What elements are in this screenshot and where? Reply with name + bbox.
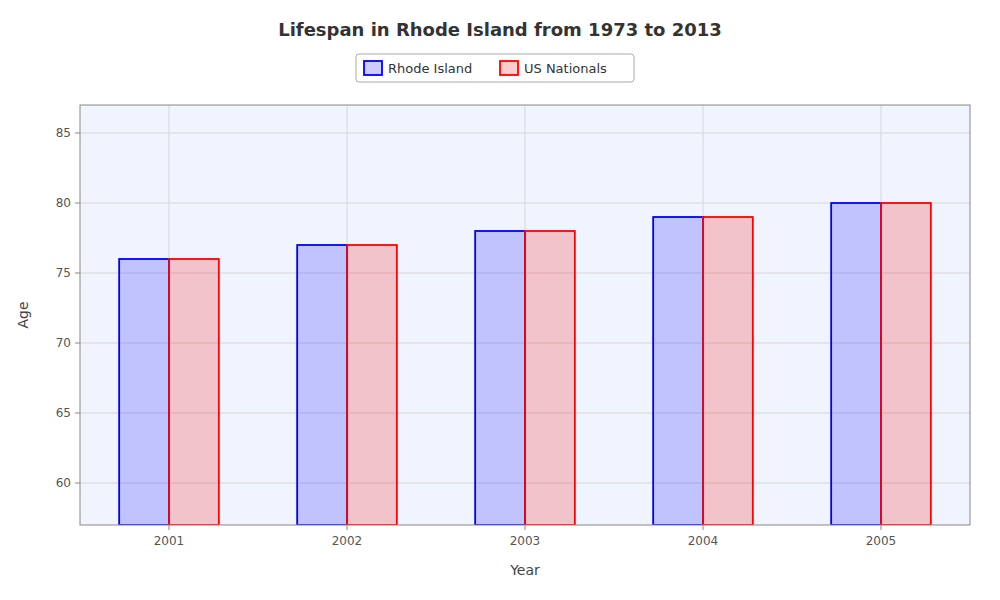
bar (169, 259, 219, 525)
bar (831, 203, 881, 525)
bar (881, 203, 931, 525)
x-tick (525, 525, 526, 530)
plot-background (80, 105, 970, 525)
y-tick (75, 203, 80, 204)
x-axis-label: Year (509, 562, 540, 578)
title: Lifespan in Rhode Island from 1973 to 20… (278, 19, 722, 40)
y-tick-label: 60 (56, 476, 71, 490)
bars (119, 203, 931, 525)
x-tick-label: 2004 (688, 534, 719, 548)
legend-box (356, 54, 634, 82)
y-axis-label: Age (15, 301, 31, 328)
chart-container: 60 65 70 75 80 85 2001 2002 2003 2004 2005 Year Age L… (0, 0, 1000, 600)
y-axis: 60 65 70 75 80 85 (56, 126, 80, 490)
x-tick-label: 2001 (154, 534, 185, 548)
bar (119, 259, 169, 525)
x-tick (881, 525, 882, 530)
grid (80, 105, 970, 525)
bar (703, 217, 753, 525)
x-tick-label: 2005 (866, 534, 897, 548)
x-tick-label: 2002 (332, 534, 363, 548)
y-tick (75, 133, 80, 134)
legend: Rhode Island US Nationals (356, 54, 634, 82)
plot-frame (80, 105, 970, 525)
x-axis: 2001 2002 2003 2004 2005 (154, 525, 897, 548)
x-tick (703, 525, 704, 530)
bar (297, 245, 347, 525)
bar (347, 245, 397, 525)
x-tick (169, 525, 170, 530)
legend-swatch (500, 61, 518, 75)
bar (525, 231, 575, 525)
legend-label: US Nationals (524, 61, 607, 76)
legend-label: Rhode Island (388, 61, 472, 76)
chart: 60 65 70 75 80 85 2001 2002 2003 2004 2005 Year Age L… (0, 0, 1000, 600)
x-tick-label: 2003 (510, 534, 541, 548)
x-tick (347, 525, 348, 530)
y-tick-label: 75 (56, 266, 71, 280)
y-tick (75, 483, 80, 484)
bar (653, 217, 703, 525)
y-tick (75, 343, 80, 344)
legend-swatch (364, 61, 382, 75)
y-tick-label: 80 (56, 196, 71, 210)
y-tick-label: 70 (56, 336, 71, 350)
y-tick-label: 85 (56, 126, 71, 140)
y-tick (75, 273, 80, 274)
y-tick-label: 65 (56, 406, 71, 420)
bar (475, 231, 525, 525)
y-tick (75, 413, 80, 414)
